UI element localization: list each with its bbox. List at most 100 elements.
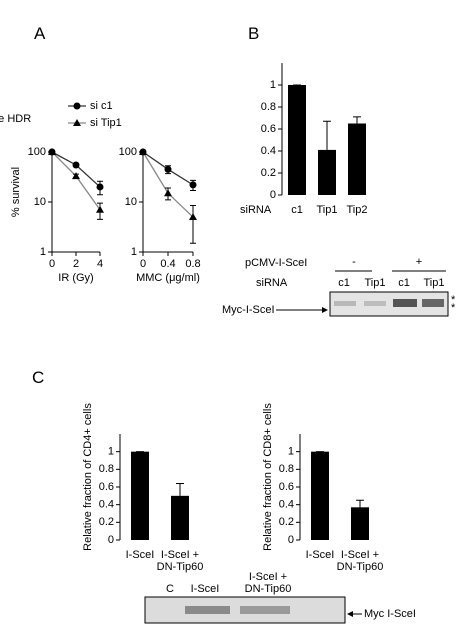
- y-tick-label: 0: [270, 189, 276, 201]
- legend-marker: [73, 102, 81, 110]
- y-tick-label: 0: [288, 534, 294, 546]
- error-bar: [323, 120, 331, 150]
- blot-band: [185, 606, 230, 614]
- y-tick-label: 0.4: [261, 145, 276, 157]
- y-tick-label: 0.8: [99, 463, 114, 475]
- blot-band-label: Myc I-SceI: [364, 608, 416, 620]
- y-tick-label: 0: [108, 534, 114, 546]
- bar: [351, 507, 369, 540]
- blot-lane-label: c1: [398, 277, 410, 289]
- series-line: [142, 151, 194, 218]
- x-tick-label: Tip1: [316, 204, 338, 216]
- x-tick-label: c1: [291, 204, 303, 216]
- y-tick-label: 0.4: [99, 499, 114, 511]
- arrow-head: [347, 611, 353, 617]
- blot-lane-label: Tip1: [423, 277, 445, 289]
- x-axis-label: siRNA: [240, 204, 272, 216]
- series-line: [51, 151, 101, 188]
- marker: [96, 183, 104, 191]
- error-bar: [356, 499, 364, 508]
- y-tick-label: 1: [108, 446, 114, 458]
- panel-label: B: [248, 24, 260, 43]
- x-axis-label: IR (Gy): [58, 272, 93, 284]
- blot-b: [276, 270, 449, 317]
- panel-label: A: [34, 24, 46, 43]
- blot-row-label: pCMV-I-SceI: [245, 257, 308, 269]
- y-axis-label: Relative fraction of CD4+ cells: [82, 403, 94, 551]
- marker: [139, 148, 147, 155]
- y-tick-label: 0.2: [279, 516, 294, 528]
- marker: [164, 189, 172, 197]
- x-tick-label: 0.4: [160, 258, 175, 270]
- y-tick-label: 100: [119, 146, 137, 158]
- arrow-head: [322, 307, 328, 313]
- marker: [164, 165, 172, 173]
- blot-lane-label: I-SceI + DN-Tip60: [244, 571, 292, 595]
- blot-lane-label: C: [166, 583, 174, 595]
- y-tick-label: 0.8: [279, 463, 294, 475]
- x-tick-label: I-SceI: [305, 549, 335, 561]
- blot-band: [334, 301, 356, 306]
- y-tick-label: 0.4: [279, 499, 294, 511]
- x-tick-label: I-SceI + DN-Tip60: [336, 549, 384, 573]
- marker: [48, 148, 56, 155]
- x-tick-label: 0: [140, 258, 146, 270]
- blot-c: [144, 596, 362, 624]
- y-axis-label: % survival: [10, 167, 22, 217]
- x-tick-label: 2: [73, 258, 79, 270]
- blot-group-label: +: [415, 256, 423, 268]
- blot-band-label: Myc-I-SceI: [222, 304, 275, 316]
- error-bar: [176, 482, 184, 496]
- blot-band: [240, 606, 290, 614]
- y-tick-label: 1: [40, 246, 46, 258]
- marker: [189, 181, 197, 189]
- y-tick-label: 0.6: [279, 481, 294, 493]
- y-tick-label: 0.2: [99, 516, 114, 528]
- y-tick-label: 0.2: [261, 167, 276, 179]
- y-tick-label: 0.6: [261, 123, 276, 135]
- y-axis-label: relative HDR: [0, 113, 31, 125]
- band-marker: *: [451, 302, 456, 314]
- y-axis-label: Relative fraction of CD8+ cells: [262, 403, 274, 551]
- y-tick-label: 1: [288, 446, 294, 458]
- marker: [72, 172, 80, 180]
- y-tick-label: 10: [125, 196, 137, 208]
- panel-label: C: [32, 368, 45, 387]
- blot-lane-label: c1: [338, 277, 350, 289]
- y-tick-label: 1: [270, 79, 276, 91]
- y-tick-label: 0.8: [261, 101, 276, 113]
- legend-label: si Tip1: [90, 117, 122, 129]
- y-tick-label: 10: [34, 196, 46, 208]
- x-tick-label: I-SceI: [125, 549, 155, 561]
- legend-label: si c1: [90, 100, 113, 112]
- bar: [131, 451, 149, 540]
- x-tick-label: 0.8: [185, 258, 200, 270]
- y-tick-label: 0.6: [99, 481, 114, 493]
- y-tick-label: 100: [28, 146, 46, 158]
- bar: [311, 451, 329, 540]
- marker: [96, 205, 104, 213]
- blot-band: [364, 301, 386, 306]
- marker: [72, 161, 80, 169]
- x-tick-label: I-SceI + DN-Tip60: [156, 549, 204, 573]
- x-tick-label: 4: [97, 258, 103, 270]
- band-marker: *: [451, 294, 456, 306]
- blot-lane-label: I-SceI: [190, 583, 220, 595]
- marker: [189, 213, 197, 221]
- bar: [318, 149, 336, 195]
- y-tick-label: 1: [131, 246, 137, 258]
- bar: [171, 495, 189, 540]
- blot-lane-label: Tip1: [364, 277, 386, 289]
- bar: [348, 123, 366, 195]
- error-bar: [190, 205, 196, 244]
- blot-band: [393, 299, 417, 307]
- x-axis-label: MMC (μg/ml): [136, 272, 200, 284]
- blot-group-label: -: [352, 256, 356, 268]
- blot-band: [422, 299, 444, 307]
- error-bar: [353, 116, 361, 124]
- bar: [288, 85, 306, 195]
- x-tick-label: Tip2: [346, 204, 368, 216]
- legend-marker: [73, 119, 81, 126]
